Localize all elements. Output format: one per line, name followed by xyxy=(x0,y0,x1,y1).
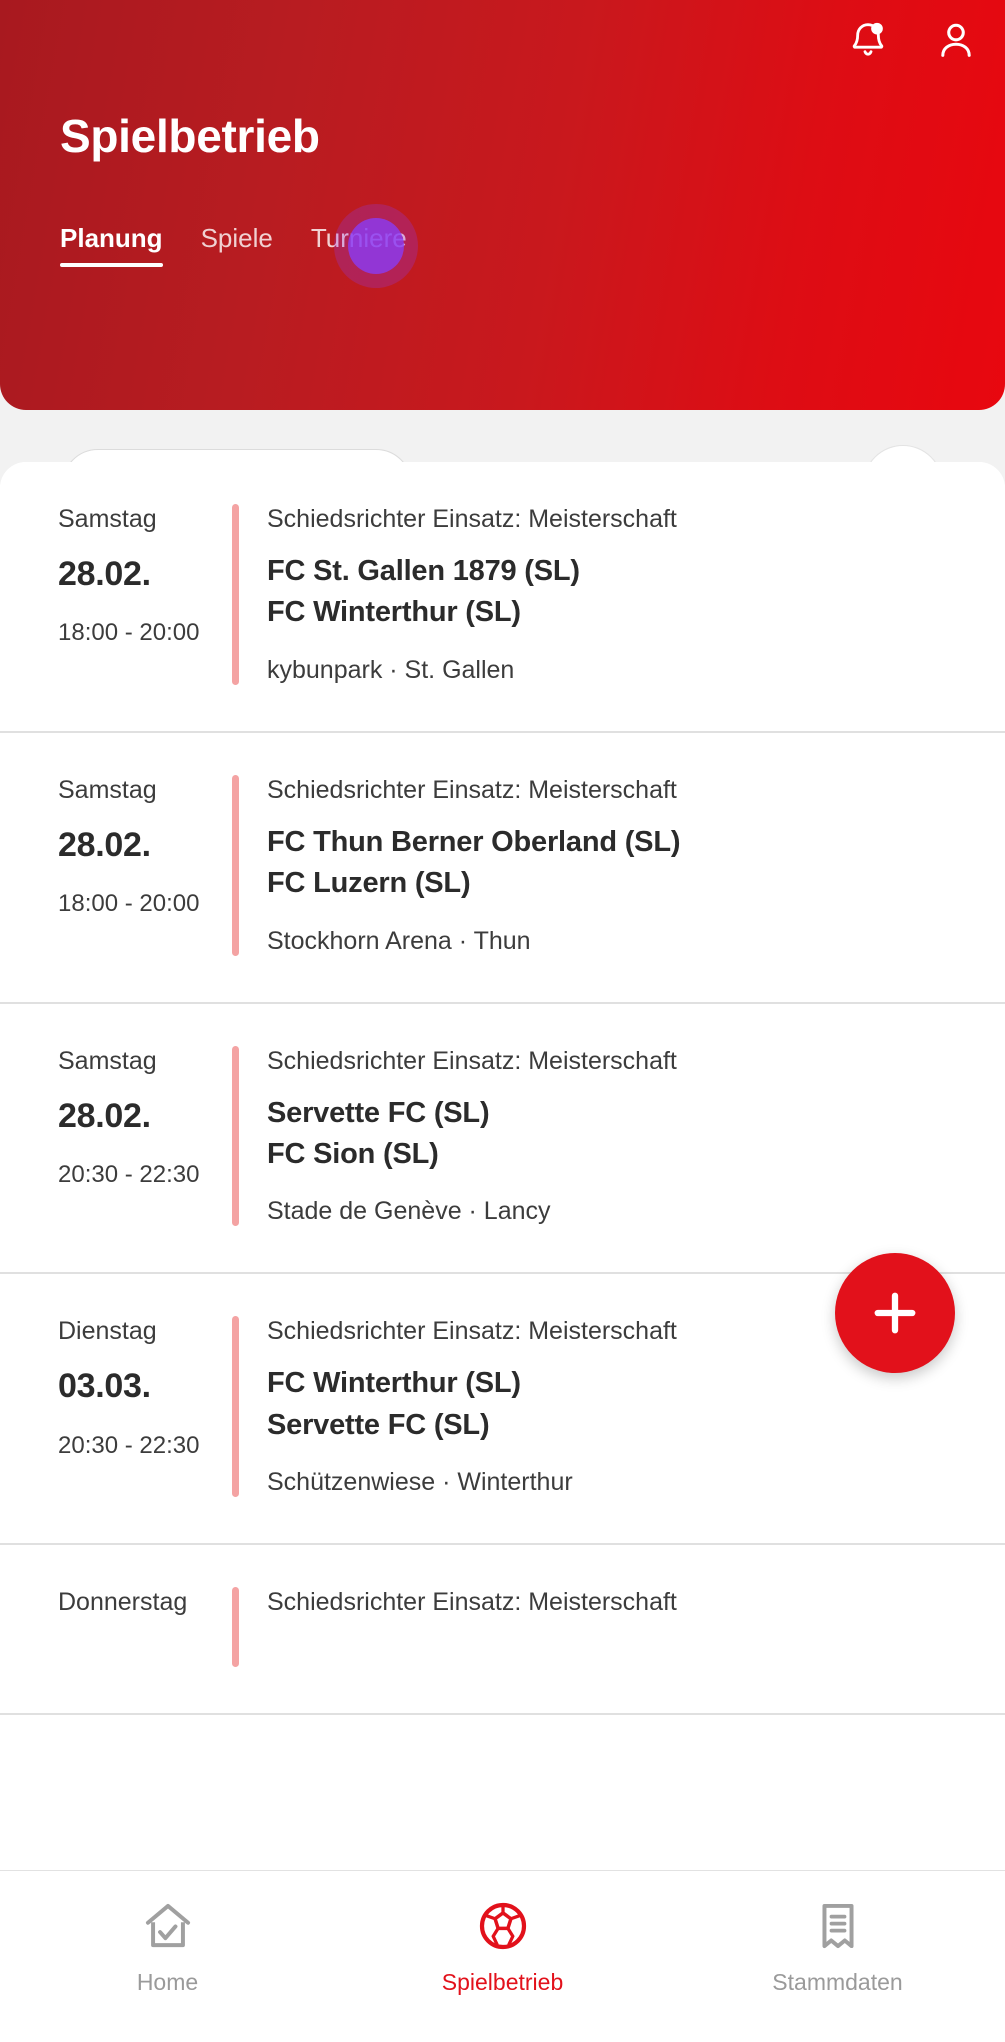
soccer-ball-icon xyxy=(475,1895,531,1957)
match-details: Schiedsrichter Einsatz: Meisterschaft FC… xyxy=(239,504,1005,685)
nav-label-home: Home xyxy=(136,1969,199,1995)
match-details: Schiedsrichter Einsatz: Meisterschaft xyxy=(239,1587,1005,1667)
tab-spiele[interactable]: Spiele xyxy=(200,223,273,253)
match-weekday: Dienstag xyxy=(58,1317,157,1346)
add-button[interactable] xyxy=(835,1253,955,1373)
match-venue: kybunpark · St. Gallen xyxy=(267,655,515,684)
match-kind: Schiedsrichter Einsatz: Meisterschaft xyxy=(267,505,677,533)
match-time: 18:00 - 20:00 xyxy=(58,890,200,918)
match-datetime: Donnerstag xyxy=(0,1587,232,1667)
match-weekday: Samstag xyxy=(58,1046,157,1075)
match-venue: Schützenwiese · Winterthur xyxy=(267,1468,573,1496)
match-team-away: FC Winterthur (SL) xyxy=(267,596,521,629)
match-kind: Schiedsrichter Einsatz: Meisterschaft xyxy=(267,1317,677,1346)
match-weekday: Samstag xyxy=(58,775,157,804)
bell-icon[interactable] xyxy=(841,14,895,68)
table-row[interactable]: Dienstag 03.03. 20:30 - 22:30 Schiedsric… xyxy=(0,1274,1005,1545)
plus-icon xyxy=(867,1285,923,1341)
match-accent-bar xyxy=(232,504,239,685)
match-date: 03.03. xyxy=(58,1367,151,1406)
match-team-home: FC Thun Berner Oberland (SL) xyxy=(267,825,681,858)
table-row[interactable]: Samstag 28.02. 20:30 - 22:30 Schiedsrich… xyxy=(0,1003,1005,1275)
match-team-home: FC St. Gallen 1879 (SL) xyxy=(267,555,580,587)
header-icon-group xyxy=(841,14,983,68)
match-time: 20:30 - 22:30 xyxy=(58,1431,200,1459)
match-accent-bar xyxy=(232,1045,239,1227)
nav-item-home[interactable]: Home xyxy=(0,1895,335,1997)
match-kind: Schiedsrichter Einsatz: Meisterschaft xyxy=(267,1046,677,1075)
match-team-away: FC Luzern (SL) xyxy=(267,867,471,900)
match-accent-bar xyxy=(232,1587,239,1667)
match-team-home: Servette FC (SL) xyxy=(267,1096,490,1129)
table-row[interactable]: Samstag 28.02. 18:00 - 20:00 Schiedsrich… xyxy=(0,732,1005,1004)
match-team-away: Servette FC (SL) xyxy=(267,1408,490,1441)
match-datetime: Samstag 28.02. 18:00 - 20:00 xyxy=(0,504,232,685)
home-check-icon xyxy=(140,1895,196,1957)
match-details: Schiedsrichter Einsatz: Meisterschaft Se… xyxy=(239,1046,1005,1227)
nav-item-stammdaten[interactable]: Stammdaten xyxy=(670,1895,1005,1997)
match-kind: Schiedsrichter Einsatz: Meisterschaft xyxy=(267,1588,677,1616)
page-title: Spielbetrieb xyxy=(60,110,320,162)
match-team-away: FC Sion (SL) xyxy=(267,1137,439,1170)
match-datetime: Samstag 28.02. 20:30 - 22:30 xyxy=(0,1046,232,1227)
match-team-home: FC Winterthur (SL) xyxy=(267,1367,521,1400)
match-details: Schiedsrichter Einsatz: Meisterschaft FC… xyxy=(239,1316,1005,1497)
nav-item-spielbetrieb[interactable]: Spielbetrieb xyxy=(335,1895,670,1997)
match-datetime: Samstag 28.02. 18:00 - 20:00 xyxy=(0,775,232,956)
tab-turniere[interactable]: Turniere xyxy=(310,223,407,253)
match-datetime: Dienstag 03.03. 20:30 - 22:30 xyxy=(0,1316,232,1497)
match-date: 28.02. xyxy=(58,825,151,864)
match-kind: Schiedsrichter Einsatz: Meisterschaft xyxy=(267,775,677,804)
table-row[interactable]: Donnerstag Schiedsrichter Einsatz: Meist… xyxy=(0,1545,1005,1715)
match-venue: Stade de Genève · Lancy xyxy=(267,1197,551,1226)
match-accent-bar xyxy=(232,774,239,956)
match-date: 28.02. xyxy=(58,555,151,593)
bottom-navigation: Home Spielbetrieb Stammdaten xyxy=(0,1870,1005,2042)
match-accent-bar xyxy=(232,1316,239,1497)
nav-label-stammdaten: Stammdaten xyxy=(772,1969,903,1995)
match-venue: Stockhorn Arena · Thun xyxy=(267,926,531,955)
match-weekday: Donnerstag xyxy=(58,1588,188,1616)
bookmark-doc-icon xyxy=(810,1895,866,1957)
app-header: Spielbetrieb Planung Spiele Turniere xyxy=(0,0,1005,410)
person-icon[interactable] xyxy=(929,14,983,68)
tab-planung[interactable]: Planung xyxy=(60,222,163,267)
header-tabs: Planung Spiele Turniere xyxy=(60,222,407,267)
match-time: 18:00 - 20:00 xyxy=(58,619,200,647)
match-list[interactable]: Samstag 28.02. 18:00 - 20:00 Schiedsrich… xyxy=(0,462,1005,1872)
table-row[interactable]: Samstag 28.02. 18:00 - 20:00 Schiedsrich… xyxy=(0,462,1005,733)
nav-label-spielbetrieb: Spielbetrieb xyxy=(441,1969,564,1995)
match-time: 20:30 - 22:30 xyxy=(58,1160,200,1188)
match-details: Schiedsrichter Einsatz: Meisterschaft FC… xyxy=(239,775,1005,956)
match-date: 28.02. xyxy=(58,1096,151,1135)
match-weekday: Samstag xyxy=(58,505,157,533)
